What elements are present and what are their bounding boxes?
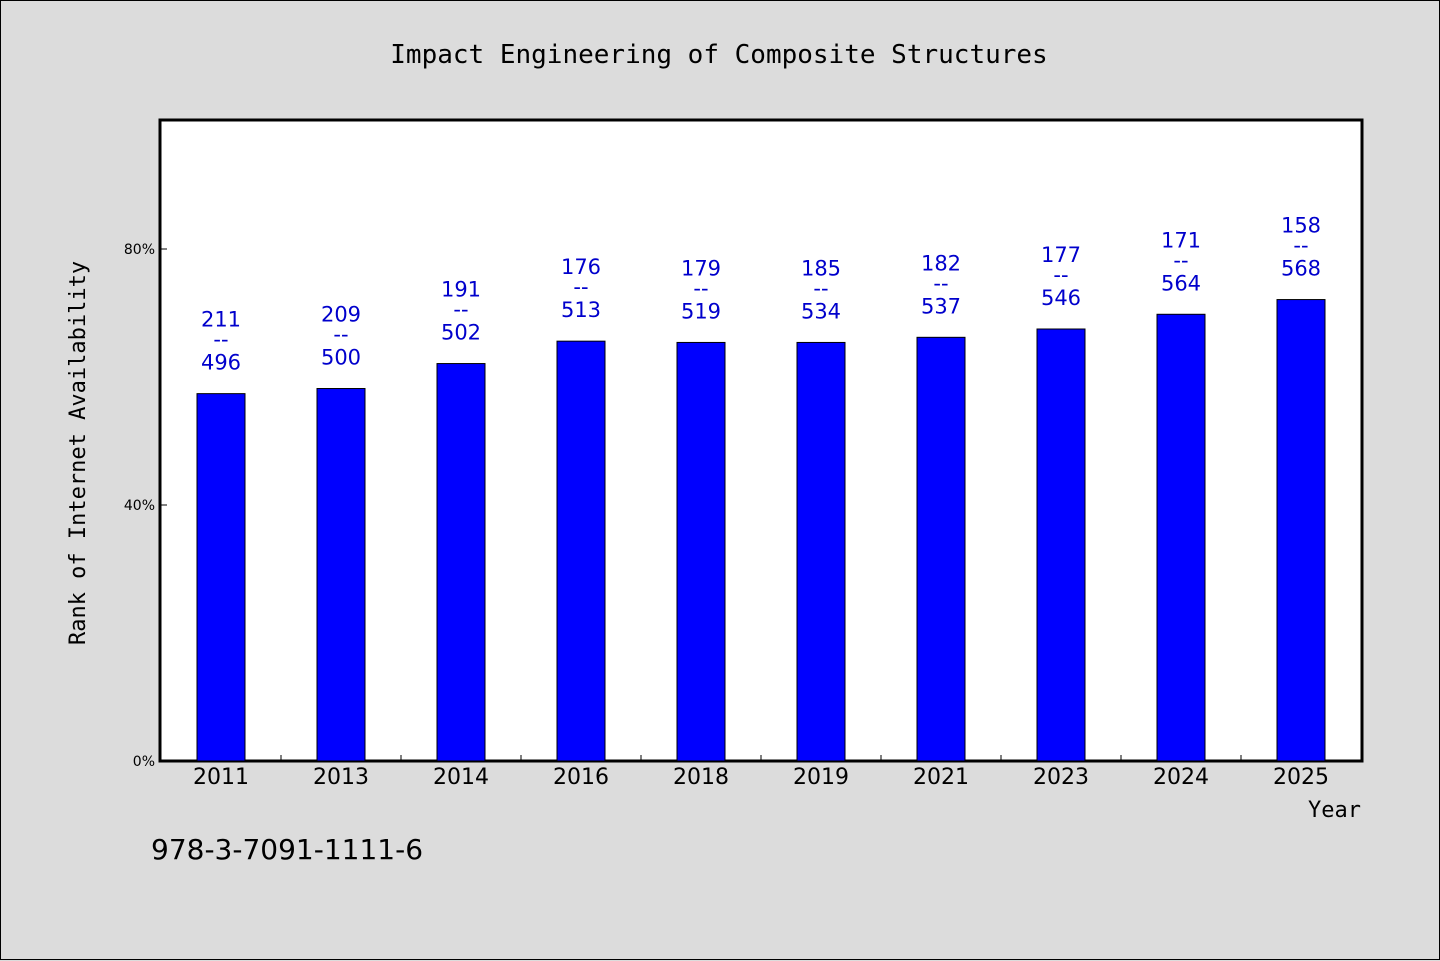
bar-label-bottom: 568 — [1281, 257, 1321, 281]
y-tick-label: 80% — [124, 242, 155, 258]
bar-2024 — [1156, 313, 1206, 762]
bar-label-top: 171 — [1161, 228, 1201, 252]
bar-label-bottom: 502 — [441, 321, 481, 345]
bar-label-bottom: 519 — [681, 299, 721, 323]
bar-2018 — [676, 341, 726, 762]
bar-2023 — [1036, 328, 1086, 762]
bar-label-separator: -- — [693, 276, 708, 300]
bar-label-separator: -- — [1053, 263, 1068, 287]
bar-label-separator: -- — [453, 298, 468, 322]
bar-label-separator: -- — [1173, 248, 1188, 272]
bar-label-separator: -- — [933, 271, 948, 295]
bar-label-top: 209 — [321, 303, 361, 327]
bar-label-top: 176 — [561, 255, 601, 279]
bars-group — [196, 299, 1326, 762]
bar-2016 — [556, 340, 606, 762]
bar-label-top: 158 — [1281, 214, 1321, 238]
y-axis-ticks: 0% 40% 80% — [124, 242, 167, 770]
bar-label-bottom: 534 — [801, 299, 841, 323]
bar-2013 — [316, 388, 366, 762]
bar-label-separator: -- — [573, 275, 588, 299]
bar-2014 — [436, 363, 486, 762]
x-tick-label: 2024 — [1153, 765, 1209, 790]
chart-title: Impact Engineering of Composite Structur… — [390, 40, 1047, 70]
y-axis-label: Rank of Internet Availability — [66, 261, 91, 645]
bar-label-top: 191 — [441, 278, 481, 302]
bar-label-separator: -- — [213, 328, 228, 352]
bar-label-top: 177 — [1041, 243, 1081, 267]
bar-label-bottom: 500 — [321, 346, 361, 370]
isbn-code: 978-3-7091-1111-6 — [151, 833, 424, 866]
x-tick-label: 2014 — [433, 765, 489, 790]
y-tick-label: 0% — [133, 754, 155, 770]
bar-2011 — [196, 393, 246, 762]
x-tick-label: 2011 — [193, 765, 249, 790]
bar-2025 — [1276, 299, 1326, 762]
bar-label-bottom: 537 — [921, 294, 961, 318]
x-tick-label: 2025 — [1273, 765, 1329, 790]
bar-labels-group: 211--496209--500191--502176--513179--519… — [201, 214, 1321, 375]
bar-label-top: 179 — [681, 256, 721, 280]
bar-label-bottom: 564 — [1161, 271, 1201, 295]
bar-label-bottom: 496 — [201, 351, 241, 375]
bar-2019 — [796, 341, 846, 762]
bar-2021 — [916, 336, 966, 762]
bar-label-separator: -- — [333, 323, 348, 347]
bar-label-bottom: 546 — [1041, 286, 1081, 310]
x-tick-label: 2023 — [1033, 765, 1089, 790]
y-tick-label: 40% — [124, 498, 155, 514]
bar-label-separator: -- — [813, 276, 828, 300]
bar-label-top: 211 — [201, 308, 241, 332]
bar-label-top: 182 — [921, 251, 961, 275]
bar-label-bottom: 513 — [561, 298, 601, 322]
bar-label-top: 185 — [801, 256, 841, 280]
x-tick-label: 2021 — [913, 765, 969, 790]
x-tick-label: 2016 — [553, 765, 609, 790]
bar-label-separator: -- — [1293, 234, 1308, 258]
x-axis-label: Year — [1308, 798, 1361, 823]
x-tick-label: 2018 — [673, 765, 729, 790]
x-tick-label: 2013 — [313, 765, 369, 790]
x-axis-ticks: 2011 2013 2014 2016 2018 2019 2021 2023 2024 2025 — [160, 755, 1362, 790]
x-tick-label: 2019 — [793, 765, 849, 790]
